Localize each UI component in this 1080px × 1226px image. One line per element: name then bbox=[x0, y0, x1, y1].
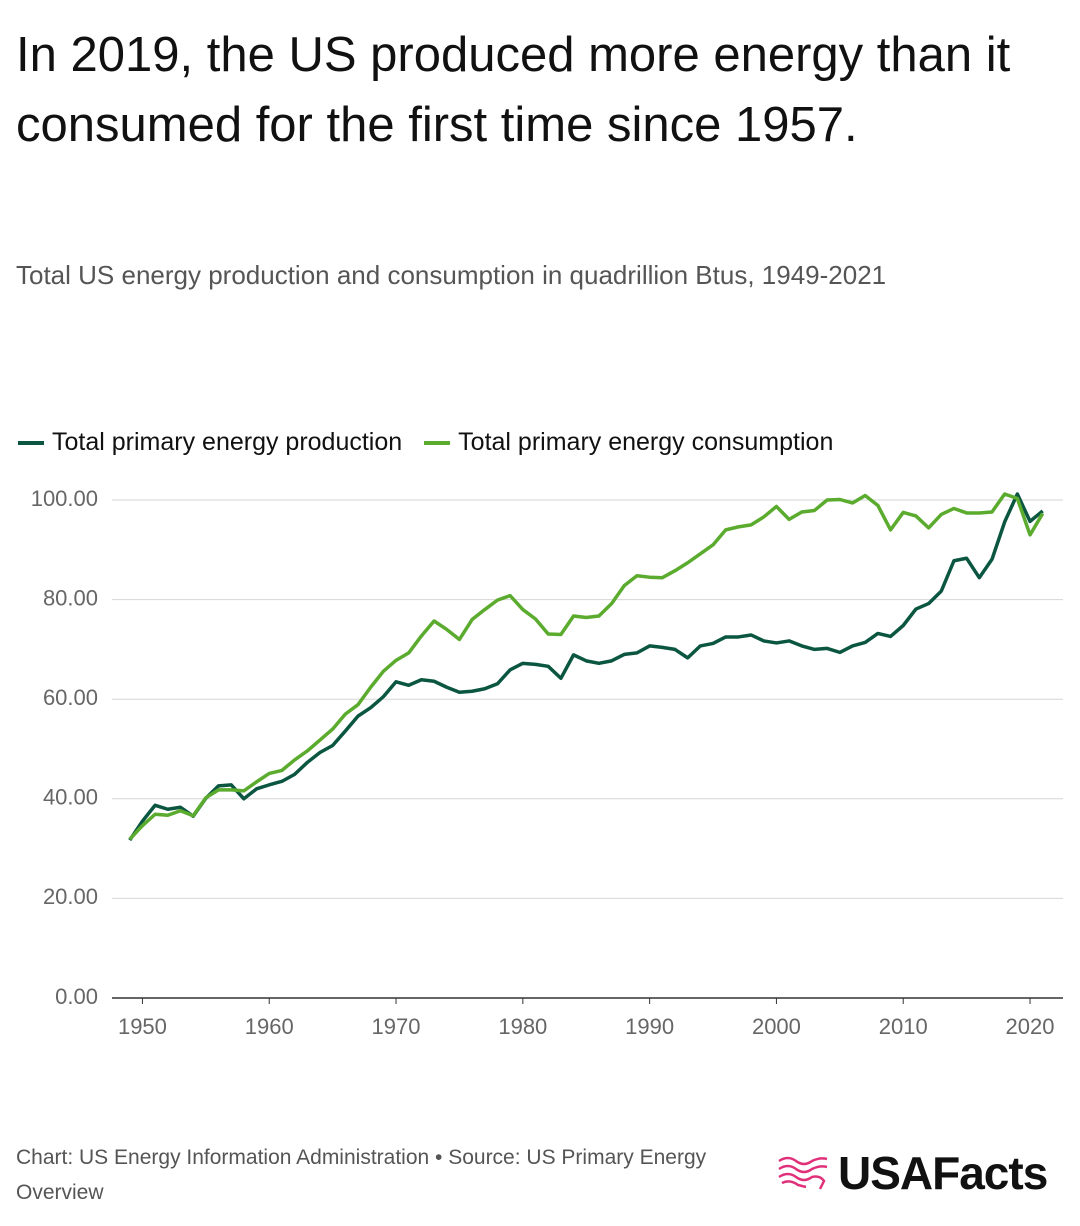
legend-label: Total primary energy production bbox=[52, 428, 403, 456]
chart-subtitle: Total US energy production and consumpti… bbox=[16, 260, 887, 290]
legend-swatch bbox=[424, 440, 451, 445]
x-tick-label: 1990 bbox=[625, 1014, 674, 1039]
legend: Total primary energy production Total pri… bbox=[18, 428, 855, 457]
x-tick-label: 1970 bbox=[372, 1014, 421, 1039]
legend-swatch bbox=[18, 440, 44, 445]
y-tick-label: 60.00 bbox=[43, 685, 98, 710]
source-note: Chart: US Energy Information Administrat… bbox=[16, 1146, 707, 1204]
x-tick-label: 2020 bbox=[1006, 1014, 1055, 1039]
y-tick-label: 40.00 bbox=[43, 785, 98, 810]
x-tick-label: 2000 bbox=[752, 1014, 801, 1039]
logo-text: USAFacts bbox=[838, 1147, 1048, 1199]
logo-icon bbox=[778, 1156, 828, 1190]
chart: 0.00 20.00 40.00 60.00 80.00 100.00 1950 1960 19… bbox=[31, 486, 1063, 1039]
chart-title: In 2019, the US produced more energy tha… bbox=[16, 28, 1011, 152]
y-tick-label: 100.00 bbox=[31, 486, 98, 511]
x-tick-label: 1950 bbox=[118, 1014, 167, 1039]
logo: USAFacts bbox=[776, 1146, 1048, 1200]
x-tick-label: 1960 bbox=[245, 1014, 294, 1039]
legend-item: Total primary energy production bbox=[18, 428, 402, 457]
y-tick-label: 80.00 bbox=[43, 585, 98, 610]
x-tick-label: 1980 bbox=[498, 1014, 547, 1039]
legend-label: Total primary energy consumption bbox=[458, 428, 834, 456]
series-line bbox=[128, 492, 1045, 841]
x-tick-label: 2010 bbox=[879, 1014, 928, 1039]
series-line bbox=[128, 492, 1044, 842]
y-tick-label: 20.00 bbox=[43, 884, 98, 909]
legend-item: Total primary energy consumption bbox=[424, 428, 833, 457]
y-tick-label: 0.00 bbox=[55, 984, 98, 1009]
